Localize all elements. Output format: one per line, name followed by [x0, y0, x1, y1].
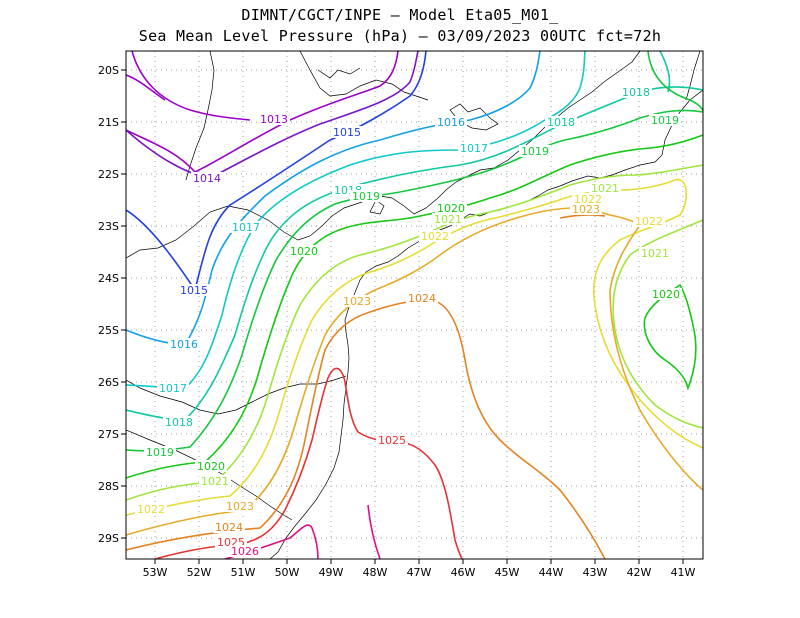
isobar-labels: 1013 1014 1015 1015 1016 1016 1017 1017 … — [135, 86, 682, 558]
lat-tick-label: 25S — [98, 324, 119, 337]
isobar-label: 1017 — [159, 382, 187, 395]
lon-tick-label: 53W — [143, 566, 168, 579]
isobar-1024-top — [559, 214, 606, 219]
lat-lon-grid — [126, 51, 703, 559]
map-frame — [125, 50, 704, 560]
isobar-label: 1019 — [651, 114, 679, 127]
isobar-label: 1025 — [378, 434, 406, 447]
chart-title-line-2: Sea Mean Level Pressure (hPa) — 03/09/20… — [138, 27, 662, 45]
isobar-1022 — [126, 178, 703, 516]
isobar-label: 1020 — [652, 288, 680, 301]
lon-tick-label: 50W — [275, 566, 300, 579]
isobar-1013-b — [131, 51, 251, 121]
isobar-label: 1021 — [591, 182, 619, 195]
isobar-label: 1021 — [641, 247, 669, 260]
isobar-1020-east — [643, 283, 697, 391]
isobar-label: 1016 — [437, 116, 465, 129]
isobar-1023 — [126, 207, 703, 536]
isobar-label: 1018 — [622, 86, 650, 99]
isobar-label: 1023 — [572, 203, 600, 216]
isobar-1024 — [126, 299, 606, 559]
lat-tick-label: 20S — [98, 64, 119, 77]
isobar-label: 1020 — [437, 202, 465, 215]
lon-tick-label: 42W — [627, 566, 652, 579]
isobar-1015 — [126, 51, 427, 292]
isobar-1026-b — [367, 504, 381, 559]
isobar-label: 1014 — [193, 172, 221, 185]
isobar-label: 1018 — [165, 416, 193, 429]
isobar-label: 1024 — [408, 292, 436, 305]
lat-tick-label: 24S — [98, 272, 119, 285]
axis-ticks — [121, 69, 684, 564]
isobar-label: 1020 — [197, 460, 225, 473]
lon-tick-label: 46W — [451, 566, 476, 579]
lat-tick-label: 21S — [98, 116, 119, 129]
isobar-1025 — [154, 367, 463, 559]
isobar-label: 1026 — [231, 545, 259, 558]
lon-tick-label: 43W — [583, 566, 608, 579]
isobar-1017 — [126, 51, 586, 389]
lon-tick-label: 47W — [407, 566, 432, 579]
lon-tick-label: 48W — [363, 566, 388, 579]
coastline-and-borders — [126, 51, 703, 559]
chart-title-line-1: DIMNT/CGCT/INPE — Model Eta05_M01_ — [241, 6, 559, 24]
isobar-label: 1017 — [232, 221, 260, 234]
isobar-label: 1023 — [226, 500, 254, 513]
isobar-1020 — [126, 134, 703, 479]
longitude-labels: 53W 52W 51W 50W 49W 48W 47W 46W 45W 44W … — [143, 566, 696, 579]
isobar-label: 1017 — [460, 142, 488, 155]
isobar-1019-top — [647, 51, 703, 113]
isobar-label: 1022 — [635, 215, 663, 228]
isobar-1016 — [126, 51, 541, 346]
isobar-label: 1018 — [547, 116, 575, 129]
isobar-label: 1022 — [137, 503, 165, 516]
isobar-1021-east — [612, 219, 703, 429]
isobar-label: 1024 — [215, 521, 243, 534]
lat-tick-label: 27S — [98, 428, 119, 441]
latitude-labels: 20S 21S 22S 23S 24S 25S 26S 27S 28S 29S — [98, 64, 119, 545]
lon-tick-label: 44W — [539, 566, 564, 579]
isobar-label: 1013 — [260, 113, 288, 126]
lon-tick-label: 45W — [495, 566, 520, 579]
lon-tick-label: 52W — [187, 566, 212, 579]
isobar-label: 1015 — [333, 126, 361, 139]
isobar-label: 1019 — [521, 145, 549, 158]
isobar-label: 1021 — [201, 475, 229, 488]
isobar-label: 1022 — [421, 230, 449, 243]
isobar-label: 1022 — [574, 193, 602, 206]
isobar-1014 — [126, 51, 419, 179]
lat-tick-label: 26S — [98, 376, 119, 389]
lat-tick-label: 29S — [98, 532, 119, 545]
lon-tick-label: 51W — [231, 566, 256, 579]
lon-tick-label: 49W — [319, 566, 344, 579]
isobar-label: 1019 — [146, 446, 174, 459]
isobar-label: 1023 — [343, 295, 371, 308]
isobar-label: 1019 — [352, 190, 380, 203]
lon-tick-label: 41W — [671, 566, 696, 579]
isobar-1021 — [126, 164, 703, 501]
isobar-label: 1015 — [180, 284, 208, 297]
lat-tick-label: 23S — [98, 220, 119, 233]
isobar-label: 1021 — [434, 213, 462, 226]
lat-tick-label: 28S — [98, 480, 119, 493]
lat-tick-label: 22S — [98, 168, 119, 181]
isobar-1013-c — [126, 74, 166, 101]
isobar-label: 1020 — [290, 245, 318, 258]
isobar-label: 1016 — [170, 338, 198, 351]
